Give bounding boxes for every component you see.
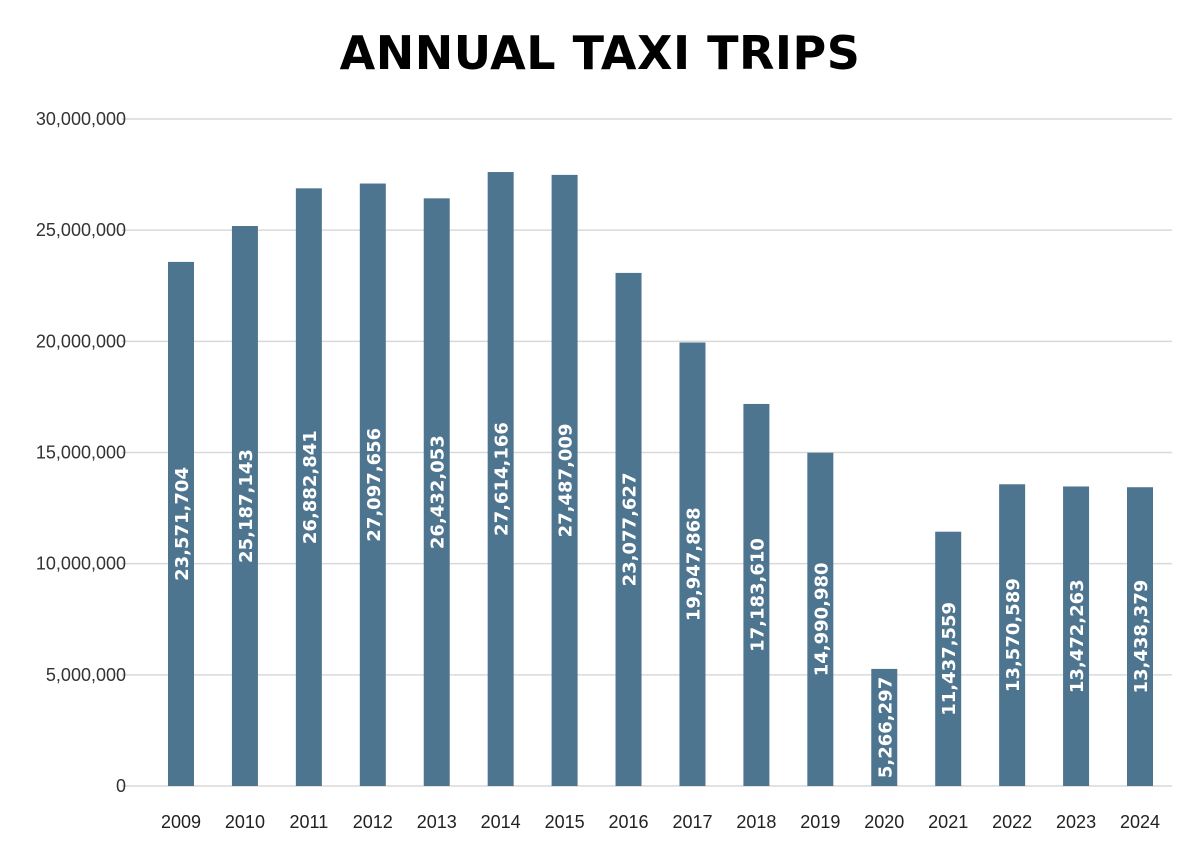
- x-tick-label: 2018: [736, 812, 776, 832]
- x-tick-label: 2014: [481, 812, 521, 832]
- bar: [487, 172, 514, 786]
- data-label: 23,571,704: [172, 467, 193, 581]
- bar: [935, 531, 962, 786]
- y-tick-label: 30,000,000: [36, 109, 126, 129]
- bar: [168, 261, 194, 786]
- data-label: 13,438,379: [1131, 580, 1152, 694]
- data-label: 27,487,009: [556, 423, 577, 537]
- x-tick-label: 2020: [864, 812, 904, 832]
- x-tick-label: 2024: [1120, 812, 1160, 832]
- x-tick-label: 2013: [417, 812, 457, 832]
- x-tick-label: 2011: [290, 812, 329, 832]
- bar: [551, 174, 578, 786]
- data-label: 5,266,297: [875, 677, 896, 778]
- data-label: 25,187,143: [236, 449, 257, 563]
- y-tick-label: 15,000,000: [36, 443, 126, 463]
- x-tick-label: 2015: [545, 812, 585, 832]
- bar: [615, 272, 642, 786]
- data-label: 23,077,627: [620, 473, 641, 587]
- y-tick-label: 25,000,000: [36, 220, 126, 240]
- data-label: 26,882,841: [300, 430, 321, 544]
- y-axis: 0 5,000,000 10,000,000 15,000,000 20,000,000…: [36, 109, 126, 796]
- bar: [359, 183, 386, 786]
- data-label: 27,097,656: [364, 428, 385, 542]
- x-tick-label: 2009: [161, 812, 201, 832]
- data-label: 17,183,610: [747, 538, 768, 652]
- bar: [871, 668, 898, 786]
- x-tick-label: 2017: [672, 812, 712, 832]
- x-tick-label: 2023: [1056, 812, 1096, 832]
- bar: [1063, 486, 1090, 786]
- y-tick-label: 0: [116, 776, 126, 796]
- data-label: 27,614,166: [492, 422, 513, 536]
- data-label: 14,990,980: [811, 562, 832, 676]
- chart-title: ANNUAL TAXI TRIPS: [339, 26, 861, 80]
- bar: [679, 342, 706, 786]
- data-label: 13,472,263: [1067, 579, 1088, 693]
- x-tick-label: 2021: [928, 812, 968, 832]
- bar: [999, 484, 1026, 786]
- bar: [807, 452, 834, 786]
- x-tick-label: 2010: [225, 812, 265, 832]
- x-tick-label: 2019: [800, 812, 840, 832]
- bar: [423, 198, 450, 786]
- data-label: 19,947,868: [683, 507, 704, 621]
- data-label: 26,432,053: [428, 435, 449, 549]
- x-axis: 2009 2010 2011 2012 2013 2014 2015 2016 2017 2018…: [161, 812, 1160, 832]
- x-tick-label: 2022: [992, 812, 1032, 832]
- x-tick-label: 2012: [353, 812, 393, 832]
- bar: [1127, 487, 1153, 786]
- data-label: 13,570,589: [1003, 578, 1024, 692]
- bar: [743, 403, 770, 786]
- bars: 23,571,704 25,187,143 26,882,841 27,097,656…: [168, 172, 1153, 787]
- data-label: 11,437,559: [939, 602, 960, 716]
- y-tick-label: 10,000,000: [36, 554, 126, 574]
- bar: [295, 188, 322, 787]
- x-tick-label: 2016: [609, 812, 649, 832]
- y-tick-label: 5,000,000: [46, 665, 126, 685]
- bar: [231, 226, 258, 786]
- y-tick-label: 20,000,000: [36, 331, 126, 351]
